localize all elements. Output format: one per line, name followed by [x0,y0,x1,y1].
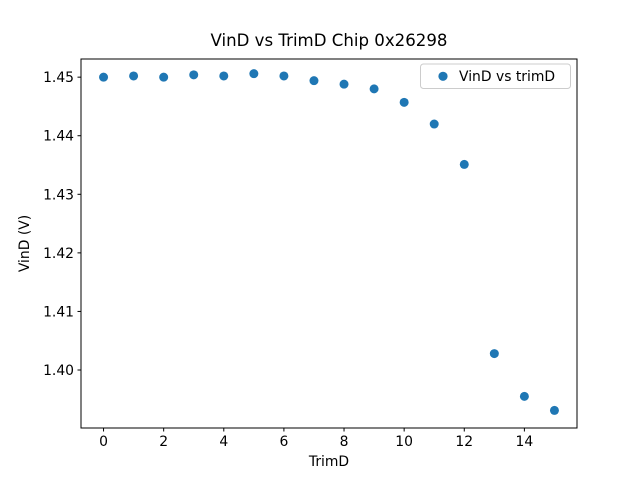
y-tick-label: 1.42 [43,246,74,262]
data-point [549,405,559,415]
data-point [489,349,499,359]
x-axis-ticks: 0 2 4 6 8 10 12 14 [99,428,533,450]
data-point [339,79,349,89]
x-tick-label: 14 [516,434,534,450]
data-point [429,119,439,129]
legend-box [420,63,571,89]
y-tick-label: 1.44 [43,129,74,145]
data-point [459,159,469,169]
y-tick-label: 1.40 [43,363,74,379]
axes-background [81,59,577,428]
legend-label: VinD vs trimD [459,69,555,85]
x-tick-label: 2 [159,434,168,450]
data-point [399,97,409,107]
y-tick-label: 1.45 [43,70,74,86]
data-point [99,72,109,82]
data-point [279,71,289,81]
data-point [129,71,139,81]
data-point [519,391,529,401]
y-tick-label: 1.41 [43,304,74,320]
scatter-points-layer [99,69,559,415]
x-tick-label: 6 [279,434,288,450]
x-tick-label: 8 [340,434,349,450]
axes-spines [80,58,578,429]
plot-title: VinD vs TrimD Chip 0x26298 [211,31,448,50]
legend-marker-icon [438,71,448,81]
y-axis-label: VinD (V) [17,215,33,272]
legend: VinD vs trimD [420,63,571,89]
x-tick-label: 12 [455,434,473,450]
data-point [219,71,229,81]
y-axis-ticks: 1.40 1.41 1.42 1.43 1.44 1.45 [43,70,81,379]
x-tick-label: 0 [99,434,108,450]
x-tick-label: 10 [395,434,413,450]
data-point [249,69,259,79]
data-point [159,72,169,82]
y-tick-label: 1.43 [43,187,74,203]
data-point [189,70,199,80]
data-point [369,84,379,94]
x-tick-label: 4 [219,434,228,450]
data-point [309,76,319,86]
x-axis-label: TrimD [308,454,349,470]
